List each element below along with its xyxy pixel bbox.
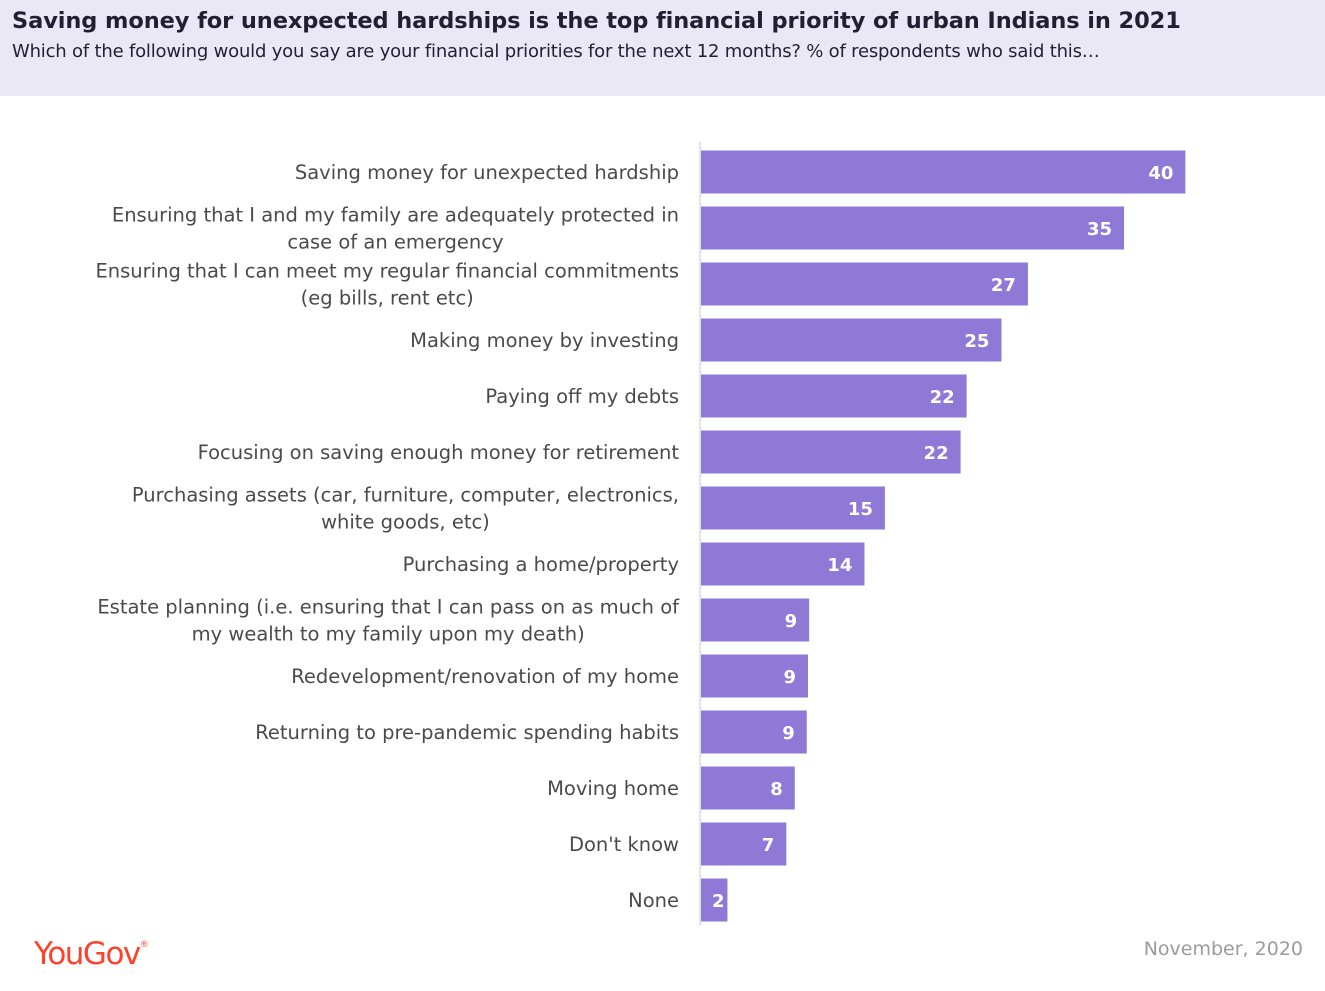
category-label-8: Estate planning (i.e. ensuring that I ca… — [97, 596, 680, 646]
bar-1 — [701, 206, 1125, 250]
date-label: November, 2020 — [1143, 938, 1303, 960]
value-label-5: 22 — [924, 443, 949, 464]
category-label-11: Moving home — [547, 777, 679, 800]
header-band: Saving money for unexpected hardships is… — [0, 0, 1325, 96]
category-label-6: Purchasing assets (car, furniture, compu… — [132, 484, 679, 534]
category-label-line: case of an emergency — [287, 231, 503, 254]
category-labels: Saving money for unexpected hardship Ensu… — [95, 161, 680, 912]
value-label-1: 35 — [1087, 219, 1112, 240]
value-label-4: 22 — [930, 387, 955, 408]
registered-mark-icon: ® — [139, 940, 149, 950]
value-label-8: 9 — [785, 611, 798, 632]
category-label-0: Saving money for unexpected hardship — [295, 161, 679, 184]
chart-title: Saving money for unexpected hardships is… — [12, 8, 1181, 34]
chart-subtitle: Which of the following would you say are… — [12, 41, 1100, 62]
yougov-logo: YouGov® — [34, 936, 149, 972]
bar-0 — [701, 150, 1186, 194]
category-label-2: Ensuring that I can meet my regular fina… — [95, 260, 679, 310]
category-label-line: Moving home — [547, 777, 679, 800]
bar-12 — [701, 822, 787, 866]
category-label-line: Ensuring that I and my family are adequa… — [112, 204, 679, 227]
value-label-7: 14 — [827, 555, 852, 576]
value-label-6: 15 — [848, 499, 873, 520]
category-label-line: Focusing on saving enough money for reti… — [198, 441, 680, 464]
category-label-10: Returning to pre-pandemic spending habit… — [255, 721, 679, 744]
category-label-line: Paying off my debts — [485, 385, 679, 408]
logo-text: YouGov — [34, 936, 141, 972]
value-label-11: 8 — [770, 779, 783, 800]
category-label-7: Purchasing a home/property — [403, 553, 679, 576]
category-label-line: None — [628, 889, 679, 912]
category-label-13: None — [628, 889, 679, 912]
category-label-line: (eg bills, rent etc) — [301, 287, 474, 310]
bar-11 — [701, 766, 795, 810]
value-label-10: 9 — [782, 723, 795, 744]
category-label-line: Redevelopment/renovation of my home — [291, 665, 679, 688]
value-label-9: 9 — [783, 667, 796, 688]
category-label-5: Focusing on saving enough money for reti… — [198, 441, 680, 464]
value-label-12: 7 — [762, 835, 775, 856]
bar-5 — [701, 430, 961, 474]
category-label-line: Ensuring that I can meet my regular fina… — [95, 260, 679, 283]
category-label-line: Making money by investing — [410, 329, 679, 352]
bar-2 — [701, 262, 1028, 306]
bar-8 — [701, 598, 810, 642]
bar-chart: Saving money for unexpected hardship Ensu… — [95, 142, 1186, 926]
value-label-13: 2 — [712, 891, 725, 912]
bar-7 — [701, 542, 865, 586]
value-label-0: 40 — [1148, 163, 1173, 184]
category-label-line: white goods, etc) — [321, 511, 490, 534]
category-label-3: Making money by investing — [410, 329, 679, 352]
value-labels: 40 35 27 25 22 22 15 14 9 9 9 8 7 2 — [712, 163, 1173, 912]
category-label-line: Saving money for unexpected hardship — [295, 161, 679, 184]
category-label-9: Redevelopment/renovation of my home — [291, 665, 679, 688]
bar-4 — [701, 374, 967, 418]
bar-13 — [701, 878, 728, 922]
bar-9 — [701, 654, 808, 698]
category-label-line: Don't know — [569, 833, 679, 856]
bar-3 — [701, 318, 1002, 362]
category-label-1: Ensuring that I and my family are adequa… — [112, 204, 679, 254]
category-label-4: Paying off my debts — [485, 385, 679, 408]
category-label-12: Don't know — [569, 833, 679, 856]
bar-6 — [701, 486, 885, 530]
value-label-3: 25 — [964, 331, 989, 352]
bar-10 — [701, 710, 807, 754]
value-label-2: 27 — [991, 275, 1016, 296]
category-label-line: Estate planning (i.e. ensuring that I ca… — [97, 596, 680, 619]
category-label-line: Purchasing assets (car, furniture, compu… — [132, 484, 679, 507]
category-label-line: my wealth to my family upon my death) — [192, 623, 585, 646]
bars — [701, 150, 1186, 922]
category-label-line: Returning to pre-pandemic spending habit… — [255, 721, 679, 744]
category-label-line: Purchasing a home/property — [403, 553, 679, 576]
